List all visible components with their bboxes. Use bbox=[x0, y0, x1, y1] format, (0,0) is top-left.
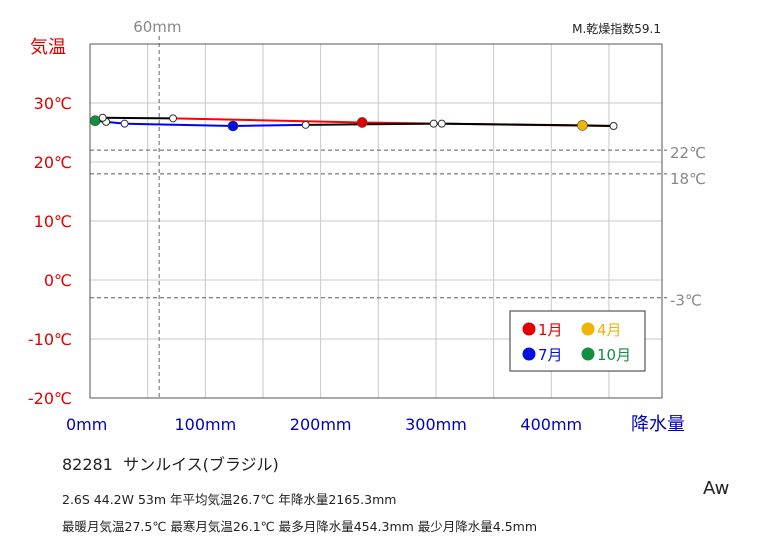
legend-label: 1月 bbox=[538, 321, 563, 339]
reference-lines: 22℃ 18℃ -3℃ 60mm bbox=[90, 18, 706, 398]
reference-label-precip: 60mm bbox=[133, 18, 181, 36]
series-segment bbox=[102, 116, 174, 120]
legend-marker bbox=[581, 322, 595, 336]
station-header: 82281 サンルイス(ブラジル) bbox=[62, 451, 279, 475]
month-point bbox=[609, 122, 618, 131]
series-segment bbox=[232, 123, 306, 128]
month-point-highlight bbox=[356, 117, 368, 128]
x-axis-label: 降水量 bbox=[631, 414, 685, 435]
x-tick-label: 300mm bbox=[405, 415, 467, 434]
y-tick-label: -20℃ bbox=[28, 389, 72, 408]
month-point bbox=[98, 113, 107, 122]
legend-box bbox=[509, 310, 646, 372]
y-tick-label: -10℃ bbox=[28, 330, 72, 349]
month-point-highlight bbox=[227, 120, 239, 132]
month-point bbox=[169, 114, 178, 123]
x-tick-labels: 0mm 100mm 200mm 300mm 400mm bbox=[66, 415, 582, 434]
y-axis-label: 気温 bbox=[30, 37, 66, 58]
climate-chart: 22℃ 18℃ -3℃ 60mm 30℃ 20℃ 10℃ 0℃ -10℃ -20℃ 0mm 100… bbox=[28, 18, 706, 435]
y-tick-labels: 30℃ 20℃ 10℃ 0℃ -10℃ -20℃ bbox=[28, 94, 72, 408]
legend-marker bbox=[522, 322, 536, 336]
series-segment bbox=[305, 122, 442, 126]
legend-label: 4月 bbox=[597, 321, 622, 339]
monthly-climate-series bbox=[89, 113, 618, 132]
aridity-index-label: M.乾燥指数59.1 bbox=[572, 21, 661, 36]
legend: 1月 4月 7月 10月 bbox=[509, 310, 646, 372]
series-segment bbox=[173, 117, 363, 124]
x-tick-label: 100mm bbox=[174, 415, 236, 434]
series-segment bbox=[441, 122, 583, 127]
legend-label: 10月 bbox=[597, 346, 631, 364]
legend-marker bbox=[581, 347, 595, 361]
legend-label: 7月 bbox=[538, 346, 563, 364]
x-tick-label: 0mm bbox=[66, 415, 107, 434]
station-stats-line2: 最暖月気温27.5℃ 最寒月気温26.1℃ 最多月降水量454.3mm 最少月降… bbox=[62, 519, 538, 534]
month-point bbox=[429, 119, 438, 128]
x-tick-label: 400mm bbox=[520, 415, 582, 434]
reference-label-temp: -3℃ bbox=[670, 292, 702, 310]
month-point-highlight bbox=[577, 120, 588, 131]
plot-frame bbox=[89, 43, 663, 399]
y-tick-label: 10℃ bbox=[34, 212, 72, 231]
y-tick-label: 30℃ bbox=[34, 94, 72, 113]
month-point bbox=[120, 119, 129, 128]
station-code: 82281 bbox=[62, 455, 113, 474]
month-point bbox=[301, 120, 310, 129]
station-name: サンルイス(ブラジル) bbox=[123, 455, 279, 474]
station-stats-line1: 2.6S 44.2W 53m 年平均気温26.7℃ 年降水量2165.3mm bbox=[62, 492, 397, 507]
x-tick-label: 200mm bbox=[290, 415, 352, 434]
y-tick-label: 0℃ bbox=[44, 271, 72, 290]
reference-label-temp: 18℃ bbox=[670, 170, 706, 188]
climate-classification: Aw bbox=[703, 478, 730, 499]
legend-marker bbox=[522, 347, 536, 361]
series-segment bbox=[124, 122, 234, 128]
y-tick-label: 20℃ bbox=[34, 153, 72, 172]
reference-label-temp: 22℃ bbox=[670, 144, 706, 162]
month-point-highlight bbox=[89, 115, 101, 126]
month-point bbox=[437, 119, 446, 128]
